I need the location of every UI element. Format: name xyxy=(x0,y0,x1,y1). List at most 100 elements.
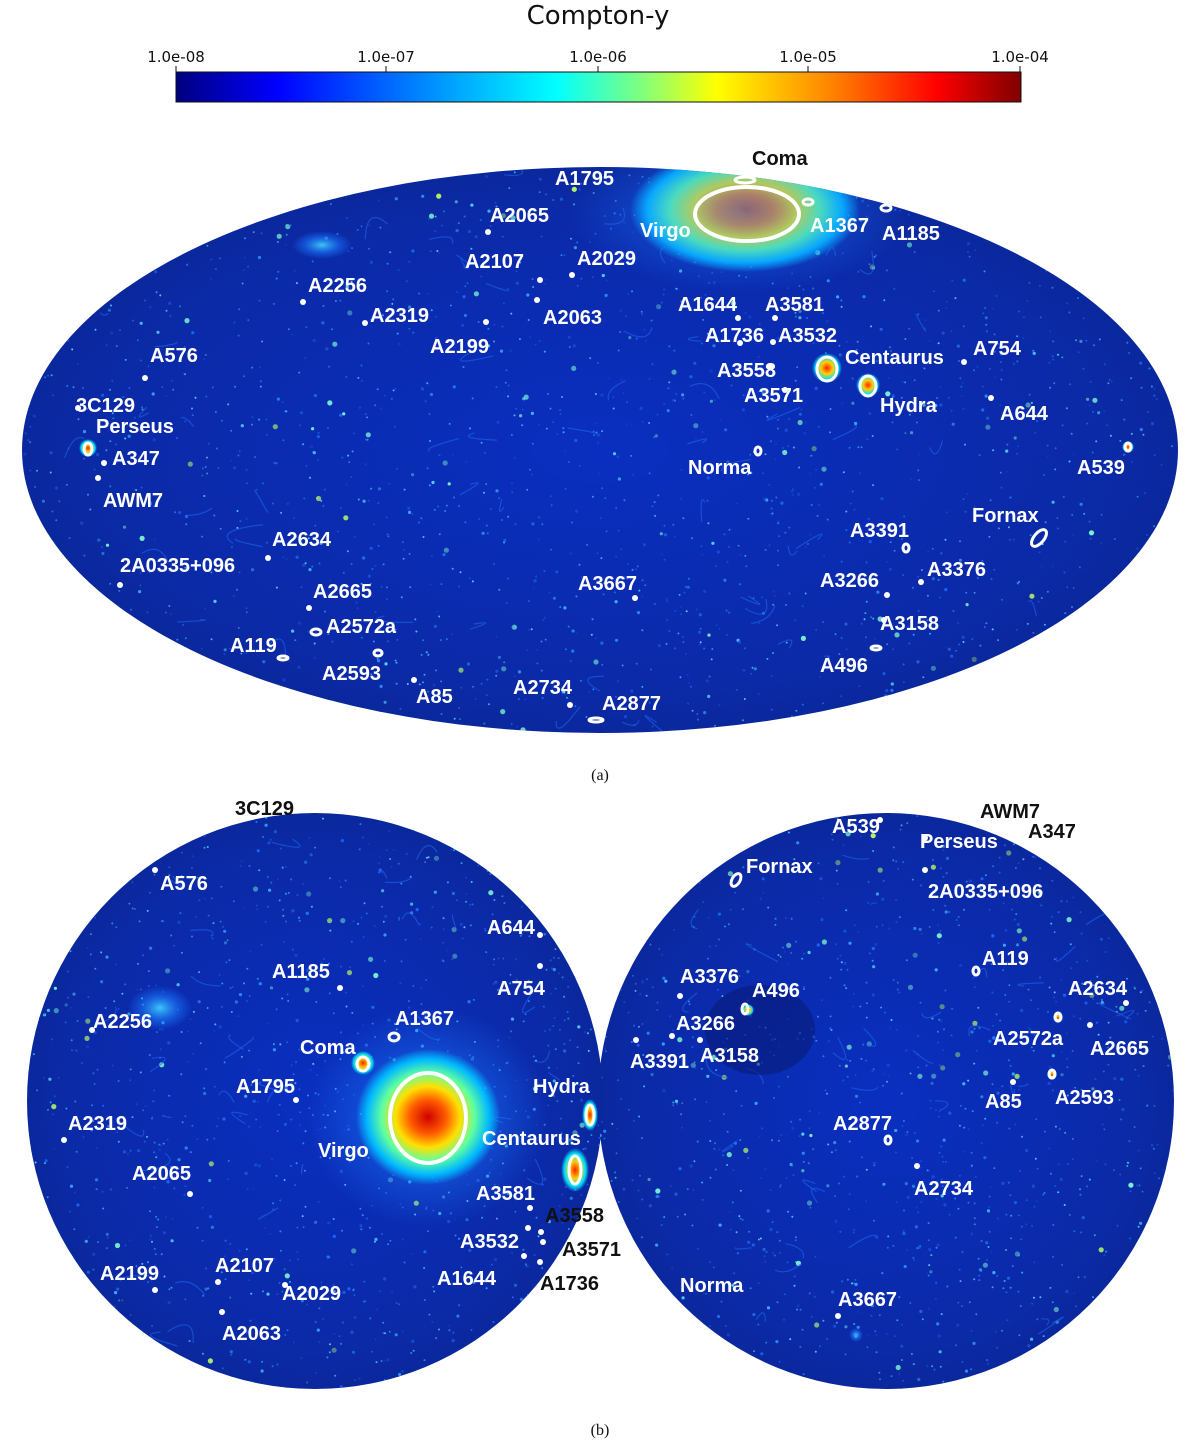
speckle xyxy=(1033,1261,1036,1264)
speckle xyxy=(269,1232,272,1235)
speckle xyxy=(433,890,437,894)
speckle xyxy=(944,904,947,907)
speckle xyxy=(911,1184,916,1188)
speckle xyxy=(1106,1046,1109,1049)
speckle xyxy=(474,235,478,239)
speckle xyxy=(1039,976,1042,979)
speckle xyxy=(1022,316,1025,319)
speckle xyxy=(997,527,1000,530)
speckle xyxy=(394,628,397,631)
speckle xyxy=(258,1068,260,1071)
speckle xyxy=(261,1360,264,1363)
speckle xyxy=(777,337,780,340)
speckle xyxy=(700,342,703,345)
speckle xyxy=(911,401,914,404)
speckle xyxy=(278,1103,281,1106)
speckle xyxy=(962,1082,966,1086)
speckle xyxy=(377,544,380,547)
speckle xyxy=(973,369,975,372)
speckle xyxy=(407,1000,410,1003)
speckle xyxy=(598,472,601,475)
speckle xyxy=(143,1140,146,1143)
speckle xyxy=(1031,1184,1035,1188)
speckle xyxy=(900,1323,903,1326)
label-b-a2107: A2107 xyxy=(215,1255,274,1277)
speckle xyxy=(672,523,675,526)
speckle xyxy=(884,694,887,697)
speckle xyxy=(1077,351,1080,354)
speckle xyxy=(892,978,895,981)
speckle xyxy=(1030,1337,1034,1341)
speckle xyxy=(107,308,111,312)
speckle xyxy=(170,934,173,937)
speckle xyxy=(108,1119,111,1122)
label-a-a3667: A3667 xyxy=(578,573,637,595)
speckle xyxy=(634,568,637,571)
speckle xyxy=(381,889,385,893)
speckle xyxy=(249,1319,252,1322)
speckle xyxy=(308,568,312,572)
speckle xyxy=(200,647,203,650)
panel-b-left-labels: 3C129 A576 A644 A754 A1185 A2256 A1367 C… xyxy=(68,798,621,1345)
speckle xyxy=(801,1151,805,1155)
speckle xyxy=(428,484,431,487)
speckle xyxy=(378,862,381,865)
speckle xyxy=(86,408,89,410)
speckle xyxy=(379,1290,382,1293)
speckle xyxy=(759,1237,762,1240)
speckle xyxy=(786,963,789,966)
speckle xyxy=(1024,1041,1027,1044)
speckle xyxy=(782,946,784,949)
speckle xyxy=(780,501,784,505)
speckle xyxy=(889,350,892,352)
label-a-fornax: Fornax xyxy=(972,505,1039,527)
speckle xyxy=(236,510,239,512)
speckle xyxy=(228,647,231,650)
speckle xyxy=(390,397,393,400)
speckle xyxy=(248,1125,251,1128)
speckle xyxy=(286,502,289,505)
speckle xyxy=(194,396,197,399)
marker-b-coma xyxy=(355,1055,371,1073)
speckle xyxy=(306,968,310,972)
speckle xyxy=(1047,1081,1051,1086)
speckle xyxy=(1048,986,1051,989)
speckle xyxy=(796,366,799,369)
speckle xyxy=(550,548,552,551)
speckle xyxy=(962,641,965,643)
speckle xyxy=(1144,1049,1147,1052)
speckle xyxy=(665,597,668,600)
speckle xyxy=(920,884,923,887)
speckle xyxy=(304,357,306,360)
speckle xyxy=(458,585,461,588)
speckle xyxy=(813,1295,816,1298)
speckle xyxy=(472,343,476,347)
speckle xyxy=(383,960,386,962)
speckle xyxy=(958,1174,961,1177)
speckle xyxy=(752,1312,756,1317)
speckle xyxy=(276,1293,279,1296)
speckle xyxy=(1104,363,1106,366)
speckle xyxy=(722,1154,725,1157)
speckle xyxy=(291,948,294,951)
speckle xyxy=(50,1038,53,1041)
speckle xyxy=(961,1361,964,1363)
speckle xyxy=(66,1166,69,1168)
speckle xyxy=(426,292,429,295)
speckle xyxy=(339,299,342,302)
speckle xyxy=(917,1377,921,1382)
label-b-virgo: Virgo xyxy=(318,1140,369,1162)
speckle xyxy=(902,574,905,576)
speckle xyxy=(1018,580,1021,583)
speckle xyxy=(872,1219,875,1222)
speckle xyxy=(522,1248,525,1251)
speckle xyxy=(133,416,136,419)
speckle xyxy=(623,1001,626,1004)
speckle xyxy=(860,446,863,449)
speckle xyxy=(988,1206,991,1209)
speckle xyxy=(1025,1223,1027,1226)
speckle xyxy=(339,507,342,509)
marker-a539 xyxy=(1123,441,1133,453)
speckle xyxy=(240,424,244,428)
label-a-a2063: A2063 xyxy=(543,307,602,329)
